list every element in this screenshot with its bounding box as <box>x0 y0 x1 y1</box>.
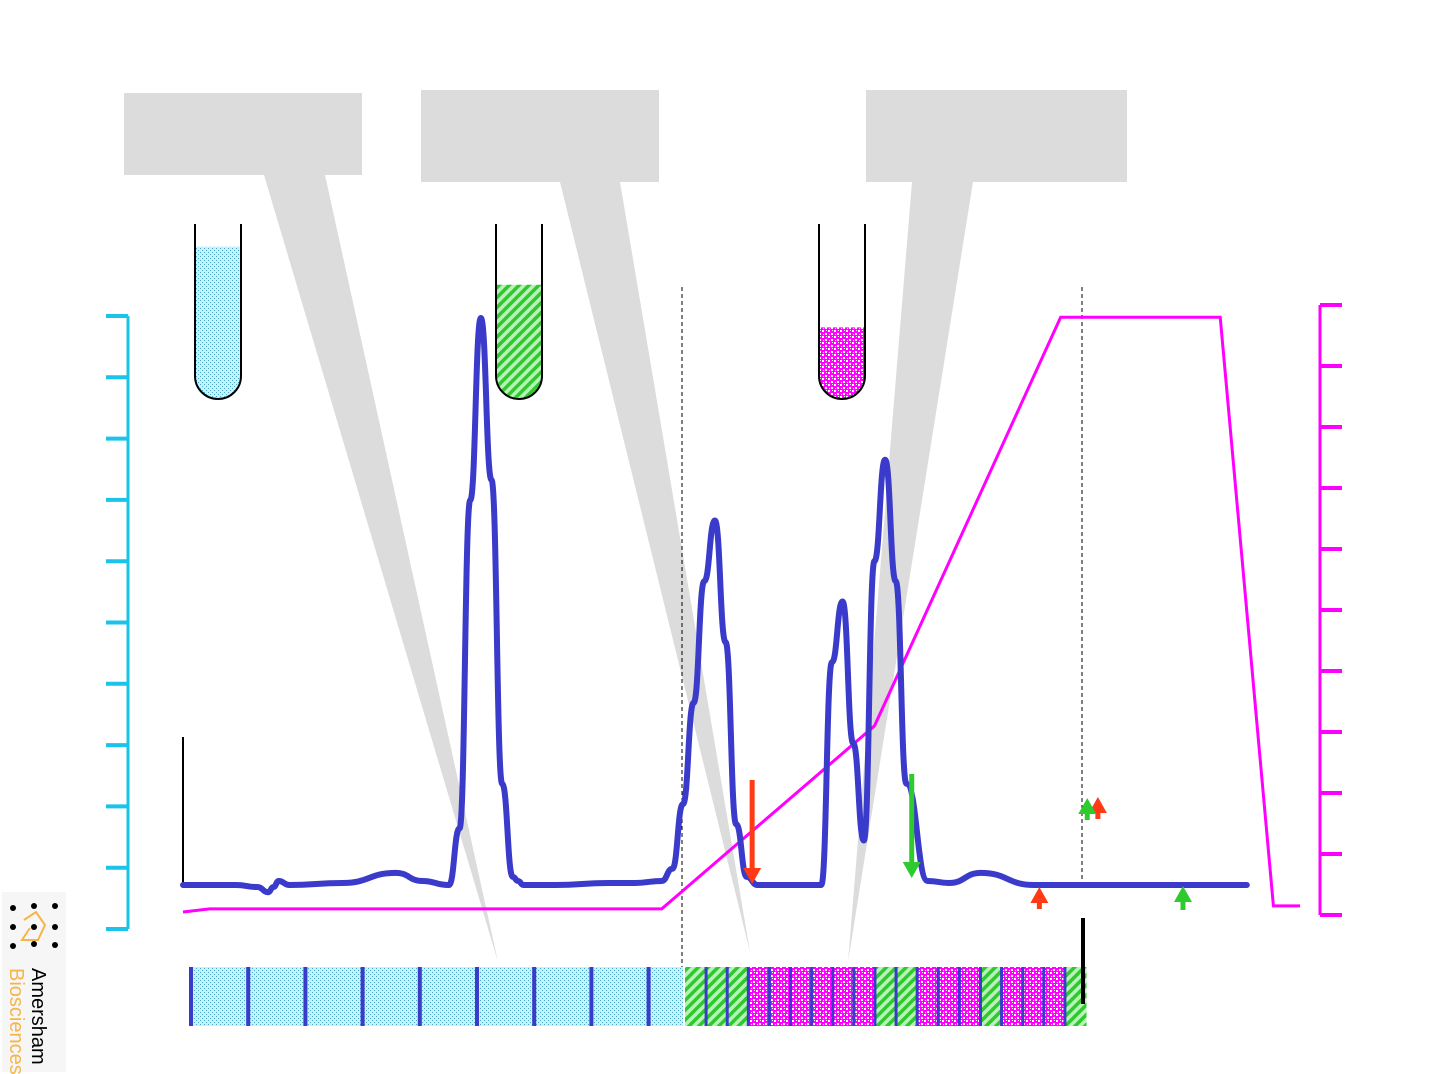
fraction-block-flowthrough <box>190 967 683 1026</box>
tube-liquid <box>195 246 241 399</box>
tube-glass <box>818 224 866 400</box>
logo-line-2: Biosciences <box>5 968 27 1074</box>
tube-liquid <box>819 327 865 399</box>
fraction-cell-magenta <box>811 967 834 1026</box>
fraction-cell-magenta <box>1001 967 1024 1026</box>
fraction-cell-green <box>874 967 897 1026</box>
fraction-cell-magenta <box>917 967 939 1026</box>
fraction-cell-magenta <box>748 967 770 1026</box>
test-tubes <box>194 224 866 400</box>
gradient-line <box>182 315 1300 914</box>
red-down-arrow-icon <box>743 780 762 884</box>
callout-beam-3 <box>848 182 973 962</box>
callout-box-2 <box>421 90 659 182</box>
fraction-cell-green <box>685 967 707 1026</box>
green-up-arrow-icon <box>1078 798 1097 820</box>
test-tube-magenta-speckled <box>818 224 866 400</box>
green-up-arrow-icon <box>1173 886 1192 910</box>
fraction-cell-magenta <box>790 967 813 1026</box>
fraction-cell-green <box>980 967 1003 1026</box>
callout-box-3 <box>866 90 1127 182</box>
logo-line-1: Amersham <box>27 968 49 1065</box>
fraction-cell-magenta <box>1043 967 1066 1026</box>
test-tube-cyan-dotted <box>194 224 242 400</box>
fraction-bar <box>189 967 1087 1026</box>
tube-glass <box>194 224 242 400</box>
absorbance-trace <box>180 315 1250 896</box>
callouts <box>124 90 1127 962</box>
green-down-arrow-icon <box>902 774 921 878</box>
fraction-arrows <box>743 774 1192 910</box>
callout-beam-2 <box>560 182 750 952</box>
fraction-cell-magenta <box>832 967 855 1026</box>
right-y-axis <box>1318 303 1342 917</box>
logo-mark-icon <box>10 903 58 949</box>
fraction-cell-magenta <box>853 967 876 1026</box>
fraction-cell-magenta <box>938 967 960 1026</box>
fraction-cell-magenta <box>959 967 981 1026</box>
fraction-cell-green <box>896 967 918 1026</box>
red-up-arrow-icon <box>1030 887 1049 909</box>
left-y-axis <box>106 314 130 931</box>
fraction-cell-green <box>727 967 749 1026</box>
amersham-logo: Amersham Biosciences <box>2 892 66 1074</box>
fraction-cell-magenta <box>769 967 792 1026</box>
fraction-cell-green <box>706 967 728 1026</box>
fraction-cell-magenta <box>1022 967 1045 1026</box>
callout-beam-1 <box>264 175 498 962</box>
tube-liquid <box>496 284 542 399</box>
test-tube-green-hatched <box>495 224 543 400</box>
tube-glass <box>495 224 543 400</box>
callout-box-1 <box>124 93 362 175</box>
